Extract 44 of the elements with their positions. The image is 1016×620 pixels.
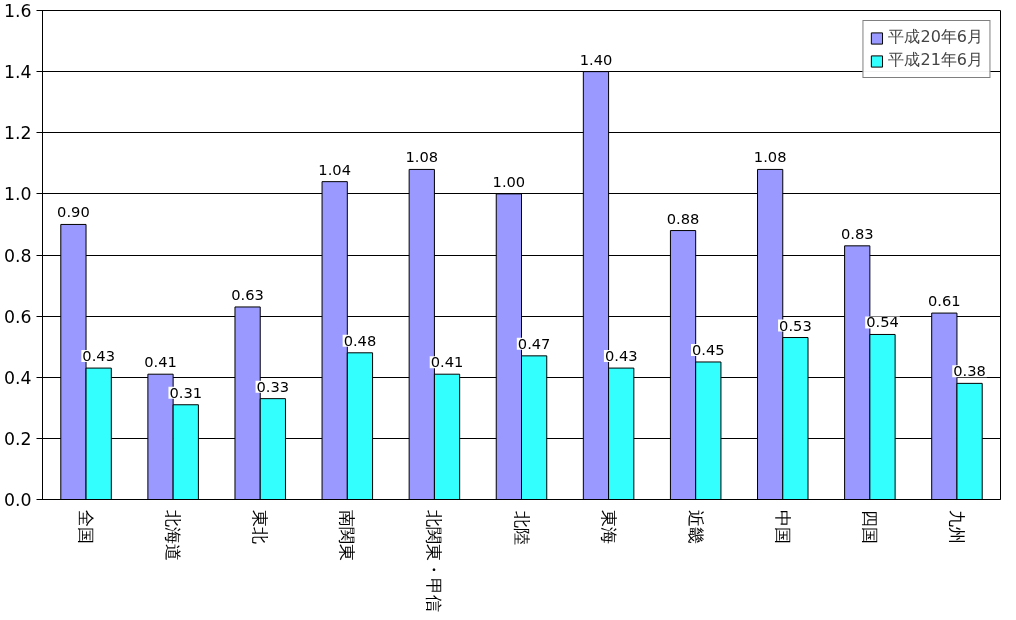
x-tick-label: 東北 — [250, 510, 271, 545]
y-tick-label: 0.2 — [3, 428, 32, 449]
data-label: 0.48 — [343, 331, 377, 349]
data-label: 0.41 — [430, 353, 464, 371]
x-tick-label: 全国 — [76, 510, 97, 545]
data-label: 1.08 — [405, 148, 439, 166]
x-tick-label: 南関東 — [337, 510, 358, 562]
data-label: 0.61 — [928, 292, 961, 310]
data-label: 0.88 — [666, 209, 700, 227]
data-label: 0.90 — [57, 203, 90, 221]
data-label: 0.54 — [866, 313, 899, 331]
y-tick-label: 0.8 — [3, 245, 32, 266]
data-label: 0.43 — [604, 347, 638, 365]
data-label: 1.04 — [318, 160, 352, 178]
x-tick-label: 九州 — [946, 510, 967, 545]
y-tick-label: 1.2 — [3, 123, 32, 144]
y-tick-label: 0.0 — [3, 490, 32, 510]
data-label: 0.33 — [256, 377, 290, 395]
x-tick-label: 四国 — [859, 510, 880, 545]
data-label: 0.47 — [517, 334, 551, 352]
y-tick-label: 1.0 — [3, 184, 32, 205]
x-tick-label: 北関東・甲信 — [424, 510, 445, 613]
legend-label: 平成21年6月 — [888, 50, 983, 71]
data-label: 0.31 — [169, 383, 203, 401]
y-tick-label: 1.4 — [3, 62, 32, 83]
x-tick-label: 中国 — [772, 510, 793, 545]
data-label: 0.53 — [779, 316, 812, 334]
y-tick-label: 0.6 — [3, 306, 32, 327]
data-label: 0.43 — [82, 347, 115, 365]
x-tick-label: 北海道 — [163, 510, 184, 562]
data-label: 1.40 — [579, 50, 613, 68]
data-label: 1.08 — [753, 148, 787, 166]
y-tick-label: 0.4 — [3, 367, 32, 388]
x-tick-label: 北陸 — [511, 510, 532, 545]
x-tick-label: 東海 — [598, 510, 619, 545]
data-label: 0.83 — [840, 224, 874, 242]
data-label: 1.00 — [492, 172, 526, 190]
data-label: 0.63 — [231, 285, 264, 303]
x-tick-label: 近畿 — [685, 510, 706, 545]
y-tick-label: 1.6 — [3, 1, 32, 21]
data-label: 0.38 — [953, 362, 986, 380]
data-label: 0.45 — [691, 340, 725, 358]
data-label: 0.41 — [144, 353, 177, 371]
legend-label: 平成20年6月 — [888, 27, 983, 48]
